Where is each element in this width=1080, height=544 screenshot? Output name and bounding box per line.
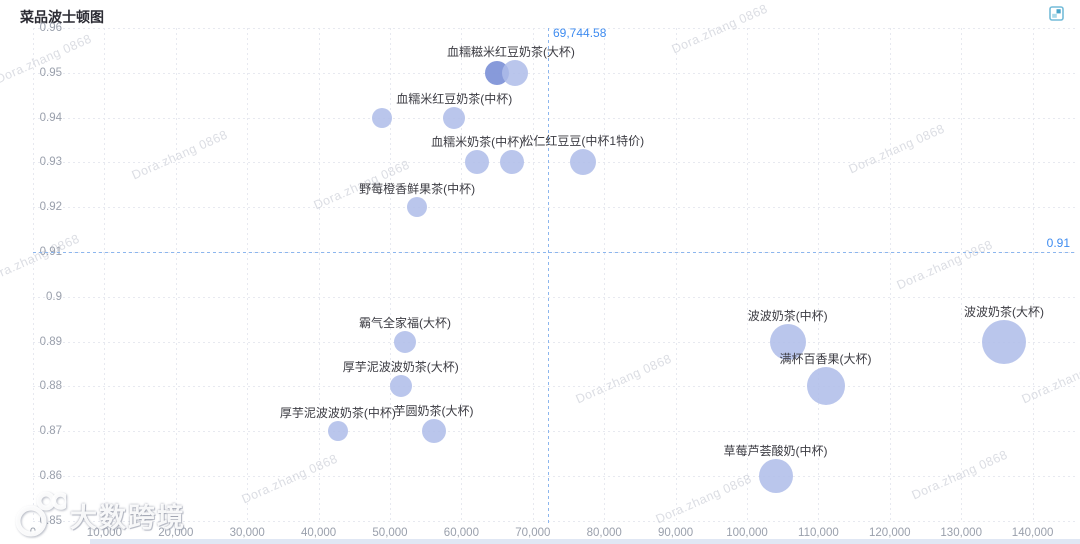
bubble[interactable] — [407, 197, 428, 218]
x-gridline — [318, 28, 320, 521]
diagonal-watermark: Dora.zhang 0868 — [653, 471, 754, 527]
x-gridline — [889, 28, 891, 521]
y-gridline — [33, 162, 1076, 164]
x-gridline — [461, 28, 463, 521]
diagonal-watermark: Dora.zhang 0868 — [129, 127, 230, 183]
bubble[interactable] — [758, 459, 793, 493]
diagonal-watermark: Dora.zhang 0868 — [1019, 352, 1080, 407]
x-axis-tick-label: 130,000 — [940, 527, 982, 539]
bottom-scrollbar[interactable] — [90, 539, 1080, 544]
bubble[interactable] — [806, 367, 845, 406]
bubble[interactable] — [389, 375, 412, 398]
bubble-label: 野莓橙香鲜果茶(中杯) — [359, 182, 476, 197]
bubble[interactable] — [372, 107, 393, 128]
bubble[interactable] — [501, 59, 528, 86]
x-axis-tick-label: 110,000 — [798, 527, 839, 539]
bubble[interactable] — [465, 150, 490, 175]
y-gridline — [33, 28, 1076, 29]
y-gridline — [33, 431, 1076, 433]
y-gridline — [33, 117, 1076, 119]
bubble-label: 霸气全家福(大杯) — [358, 315, 451, 330]
x-gridline — [247, 28, 249, 521]
bubble-label: 波波奶茶(中杯) — [747, 308, 828, 323]
bubble[interactable] — [443, 106, 466, 129]
y-axis-tick-label: 0.86 — [39, 470, 62, 482]
y-axis-tick-label: 0.9 — [46, 290, 62, 303]
bubble-label: 血糯米红豆奶茶(中杯) — [396, 91, 513, 106]
bubble[interactable] — [421, 419, 446, 444]
bubble-label: 满杯百香果(大杯) — [779, 352, 872, 367]
y-gridline — [33, 72, 1076, 74]
bubble[interactable] — [393, 330, 416, 353]
x-reference-line — [548, 28, 549, 524]
bubble-label: 血糯米奶茶(中杯) — [431, 135, 524, 150]
x-gridline — [818, 28, 820, 521]
x-gridline — [961, 28, 963, 521]
bubble[interactable] — [569, 149, 596, 176]
y-axis-tick-label: 0.94 — [39, 111, 62, 124]
y-axis-tick-label: 0.92 — [39, 201, 62, 214]
x-gridline — [33, 28, 34, 521]
x-axis-tick-label: 0 — [29, 527, 37, 539]
diagonal-watermark: Dora.zhang 0868 — [669, 1, 770, 57]
x-gridline — [104, 28, 106, 521]
diagonal-watermark: Dora.zhang 0868 — [894, 237, 995, 293]
bubble-label: 厚芋泥波波奶茶(中杯) — [279, 406, 396, 421]
y-axis-tick-label: 0.96 — [39, 22, 62, 34]
x-gridline — [1032, 28, 1034, 521]
y-axis-tick-label: 0.87 — [39, 425, 62, 438]
diagonal-watermark: Dora.zhang 0868 — [846, 121, 947, 177]
x-axis-tick-label: 50,000 — [372, 527, 408, 539]
x-axis-tick-label: 20,000 — [158, 527, 194, 539]
y-axis-tick-label: 0.89 — [39, 335, 62, 348]
diagonal-watermark: Dora.zhang 0868 — [239, 451, 340, 507]
x-gridline — [175, 28, 177, 521]
y-axis-tick-label: 0.95 — [39, 66, 62, 79]
y-axis-tick-label: 0.85 — [39, 514, 62, 527]
x-reference-label: 69,744.58 — [553, 26, 607, 40]
x-gridline — [532, 28, 534, 521]
y-reference-line — [33, 252, 1076, 253]
widget-panel-icon[interactable] — [1049, 6, 1064, 21]
y-gridline — [33, 207, 1076, 209]
bubble[interactable] — [500, 150, 525, 175]
x-axis-tick-label: 140,000 — [1011, 527, 1054, 539]
bubble-label: 松仁红豆豆(中杯1特价) — [521, 134, 645, 149]
bubble-label: 波波奶茶(大杯) — [964, 304, 1045, 319]
y-gridline — [33, 386, 1076, 388]
diagonal-watermark: Dora.zhang 0868 — [573, 351, 674, 407]
x-axis-tick-label: 30,000 — [229, 527, 265, 539]
page-title: 菜品波士顿图 — [20, 9, 104, 25]
x-axis-tick-label: 60,000 — [443, 527, 479, 539]
bubble-label: 草莓芦荟酸奶(中杯) — [723, 444, 828, 458]
x-axis-tick-label: 80,000 — [586, 527, 622, 539]
y-axis-tick-label: 0.88 — [39, 380, 62, 393]
bubble-label: 厚芋泥波波奶茶(大杯) — [342, 360, 459, 375]
x-axis-tick-label: 70,000 — [515, 527, 551, 539]
diagonal-watermark: Dora.zhang 0868 — [0, 231, 82, 287]
bubble[interactable] — [769, 323, 806, 360]
bubble[interactable] — [982, 319, 1027, 364]
bubble-label: 芋圆奶茶(大杯) — [393, 404, 474, 419]
x-axis-tick-label: 10,000 — [86, 527, 122, 539]
y-axis-tick-label: 0.93 — [39, 156, 62, 169]
y-gridline — [33, 476, 1076, 477]
x-axis-tick-label: 120,000 — [869, 527, 911, 539]
bubble[interactable] — [327, 421, 348, 442]
x-gridline — [675, 28, 677, 521]
x-gridline — [390, 28, 391, 521]
x-axis-tick-label: 40,000 — [301, 527, 337, 539]
bubble-label: 血糯糍米红豆奶茶(大杯) — [446, 44, 575, 59]
x-axis-tick-label: 100,000 — [726, 527, 768, 539]
diagonal-watermark: Dora.zhang 0868 — [909, 447, 1010, 503]
x-axis-tick-label: 90,000 — [658, 527, 694, 539]
x-gridline — [747, 28, 748, 521]
y-gridline — [33, 296, 1076, 298]
y-reference-label: 0.91 — [1046, 236, 1070, 250]
y-gridline — [33, 520, 1076, 522]
x-gridline — [604, 28, 606, 521]
y-gridline — [33, 341, 1076, 343]
